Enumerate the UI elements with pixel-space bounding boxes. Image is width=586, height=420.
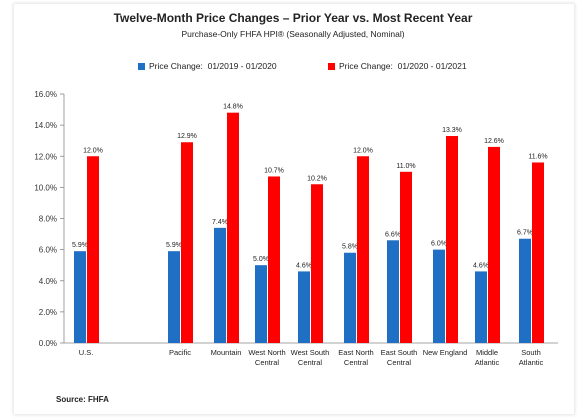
bar-2020-2021 (227, 112, 239, 343)
bar-2019-2020 (74, 251, 86, 343)
legend-swatch-red (328, 62, 335, 70)
x-tick-label: New England (423, 348, 468, 357)
y-tick-label: 14.0% (34, 121, 57, 130)
data-label-2019-2020: 6.0% (431, 241, 447, 248)
bar-2020-2021 (87, 156, 99, 343)
y-tick-label: 16.0% (34, 90, 57, 99)
x-tick-label: South (521, 348, 541, 357)
legend-item-2019-2020: Price Change: 01/2019 - 01/2020 (138, 61, 277, 71)
legend-label-2019-2020: Price Change: 01/2019 - 01/2020 (149, 61, 277, 71)
bar-2020-2021 (268, 176, 280, 343)
y-tick-label: 4.0% (39, 277, 57, 286)
x-tick-label: Middle (476, 348, 498, 357)
legend-label-2020-2021: Price Change: 01/2020 - 01/2021 (339, 61, 467, 71)
x-tick-label: Central (387, 358, 412, 367)
data-label-2020-2021: 12.0% (83, 147, 103, 154)
bar-2020-2021 (488, 146, 500, 343)
bar-2019-2020 (475, 271, 487, 343)
x-tick-label: Mountain (211, 348, 242, 357)
x-tick-label: Central (255, 358, 280, 367)
bar-2019-2020 (298, 271, 310, 343)
data-label-2019-2020: 6.7% (517, 230, 533, 237)
data-label-2020-2021: 12.9% (177, 133, 197, 140)
data-label-2020-2021: 12.0% (353, 147, 373, 154)
y-tick-label: 2.0% (39, 308, 57, 317)
data-label-2019-2020: 5.0% (253, 256, 269, 263)
y-tick-label: 10.0% (34, 183, 57, 192)
data-label-2020-2021: 11.0% (396, 163, 415, 170)
x-tick-label: West North (248, 348, 285, 357)
chart-title: Twelve-Month Price Changes – Prior Year … (113, 11, 473, 25)
bar-2019-2020 (344, 252, 356, 343)
data-label-2020-2021: 11.6% (528, 153, 547, 160)
y-tick-label: 6.0% (39, 246, 57, 255)
chart-frame (14, 4, 574, 414)
bar-2020-2021 (357, 156, 369, 343)
source-note: Source: FHFA (56, 395, 109, 404)
data-label-2019-2020: 7.4% (212, 219, 228, 226)
bar-2019-2020 (433, 249, 445, 343)
bar-2019-2020 (255, 265, 267, 343)
x-tick-label: Pacific (169, 348, 191, 357)
bar-2019-2020 (168, 251, 180, 343)
data-label-2020-2021: 12.6% (484, 138, 504, 145)
bar-2019-2020 (214, 227, 226, 343)
chart-subtitle: Purchase-Only FHFA HPI® (Seasonally Adju… (181, 29, 405, 39)
data-label-2019-2020: 5.9% (166, 242, 182, 249)
legend: Price Change: 01/2019 - 01/2020 Price Ch… (0, 61, 586, 75)
data-label-2019-2020: 4.6% (473, 262, 489, 269)
data-label-2019-2020: 5.8% (342, 244, 358, 251)
data-label-2019-2020: 5.9% (72, 242, 88, 249)
data-label-2020-2021: 10.2% (307, 175, 327, 182)
data-label-2020-2021: 13.3% (442, 127, 462, 134)
data-label-2019-2020: 6.6% (385, 231, 401, 238)
y-tick-label: 0.0% (39, 339, 57, 348)
x-tick-label: U.S. (79, 348, 94, 357)
legend-item-2020-2021: Price Change: 01/2020 - 01/2021 (328, 61, 467, 71)
bar-2020-2021 (532, 162, 544, 343)
y-tick-label: 12.0% (34, 152, 57, 161)
x-tick-label: Atlantic (475, 358, 500, 367)
bar-2020-2021 (400, 171, 412, 343)
bar-2019-2020 (387, 240, 399, 343)
y-tick-label: 8.0% (39, 215, 57, 224)
x-tick-label: East North (338, 348, 373, 357)
bar-2020-2021 (311, 184, 323, 343)
data-label-2020-2021: 14.8% (223, 104, 243, 111)
bar-2020-2021 (181, 142, 193, 343)
x-tick-label: East South (381, 348, 418, 357)
x-tick-label: Central (344, 358, 369, 367)
data-label-2019-2020: 4.6% (296, 262, 312, 269)
legend-swatch-blue (138, 62, 145, 70)
x-tick-label: Atlantic (519, 358, 544, 367)
bar-2019-2020 (519, 238, 531, 343)
x-tick-label: Central (298, 358, 323, 367)
data-label-2020-2021: 10.7% (264, 167, 284, 174)
x-tick-label: West South (291, 348, 330, 357)
bar-2020-2021 (446, 136, 458, 343)
